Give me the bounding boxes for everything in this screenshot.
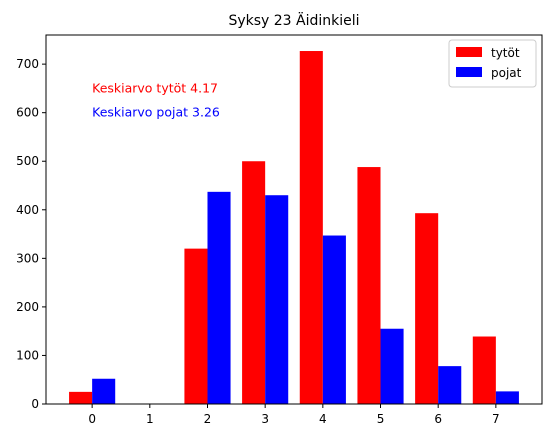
bar-tytöt-3 bbox=[242, 161, 266, 404]
legend-label-pojat: pojat bbox=[491, 66, 522, 80]
x-tick-label-4: 4 bbox=[319, 412, 327, 426]
bar-pojat-2 bbox=[207, 191, 231, 404]
y-tick-label-500: 500 bbox=[16, 154, 39, 168]
bar-tytöt-7 bbox=[472, 336, 496, 404]
y-tick-label-400: 400 bbox=[16, 203, 39, 217]
bar-pojat-6 bbox=[438, 366, 462, 404]
bar-pojat-5 bbox=[380, 328, 404, 404]
y-tick-label-600: 600 bbox=[16, 106, 39, 120]
bar-pojat-3 bbox=[265, 195, 289, 404]
x-tick-label-2: 2 bbox=[204, 412, 212, 426]
y-tick-label-200: 200 bbox=[16, 300, 39, 314]
legend-label-tytöt: tytöt bbox=[491, 46, 520, 60]
x-tick-label-3: 3 bbox=[261, 412, 269, 426]
bars-layer bbox=[69, 51, 519, 405]
axes-layer: 0 1 2 3 4 5 6 7 0 100 200 300 400 500 600 700 bbox=[16, 34, 543, 426]
bar-tytöt-6 bbox=[415, 213, 439, 404]
x-tick-label-0: 0 bbox=[88, 412, 96, 426]
y-tick-label-700: 700 bbox=[16, 57, 39, 71]
bar-pojat-7 bbox=[495, 391, 519, 404]
bar-tytöt-5 bbox=[357, 167, 381, 404]
annotation-1: Keskiarvo pojat 3.26 bbox=[92, 105, 220, 120]
bar-tytöt-2 bbox=[184, 248, 208, 404]
x-tick-label-7: 7 bbox=[492, 412, 500, 426]
legend-swatch-pojat bbox=[456, 67, 482, 77]
bar-pojat-4 bbox=[322, 235, 346, 404]
bar-tytöt-4 bbox=[299, 51, 323, 405]
y-tick-label-0: 0 bbox=[31, 397, 39, 411]
annotations-layer: Keskiarvo tytöt 4.17 Keskiarvo pojat 3.26 bbox=[92, 80, 220, 119]
x-tick-label-6: 6 bbox=[434, 412, 442, 426]
bar-pojat-0 bbox=[92, 378, 116, 404]
bar-tytöt-0 bbox=[69, 391, 93, 404]
x-tick-label-1: 1 bbox=[146, 412, 154, 426]
annotation-0: Keskiarvo tytöt 4.17 bbox=[92, 80, 218, 95]
chart-title: Syksy 23 Äidinkieli bbox=[228, 11, 359, 29]
legend-swatch-tytöt bbox=[456, 47, 482, 57]
legend: tytöt pojat bbox=[448, 39, 537, 88]
y-tick-label-300: 300 bbox=[16, 251, 39, 265]
y-tick-label-100: 100 bbox=[16, 348, 39, 362]
plot-frame bbox=[45, 34, 543, 405]
x-tick-label-5: 5 bbox=[377, 412, 385, 426]
